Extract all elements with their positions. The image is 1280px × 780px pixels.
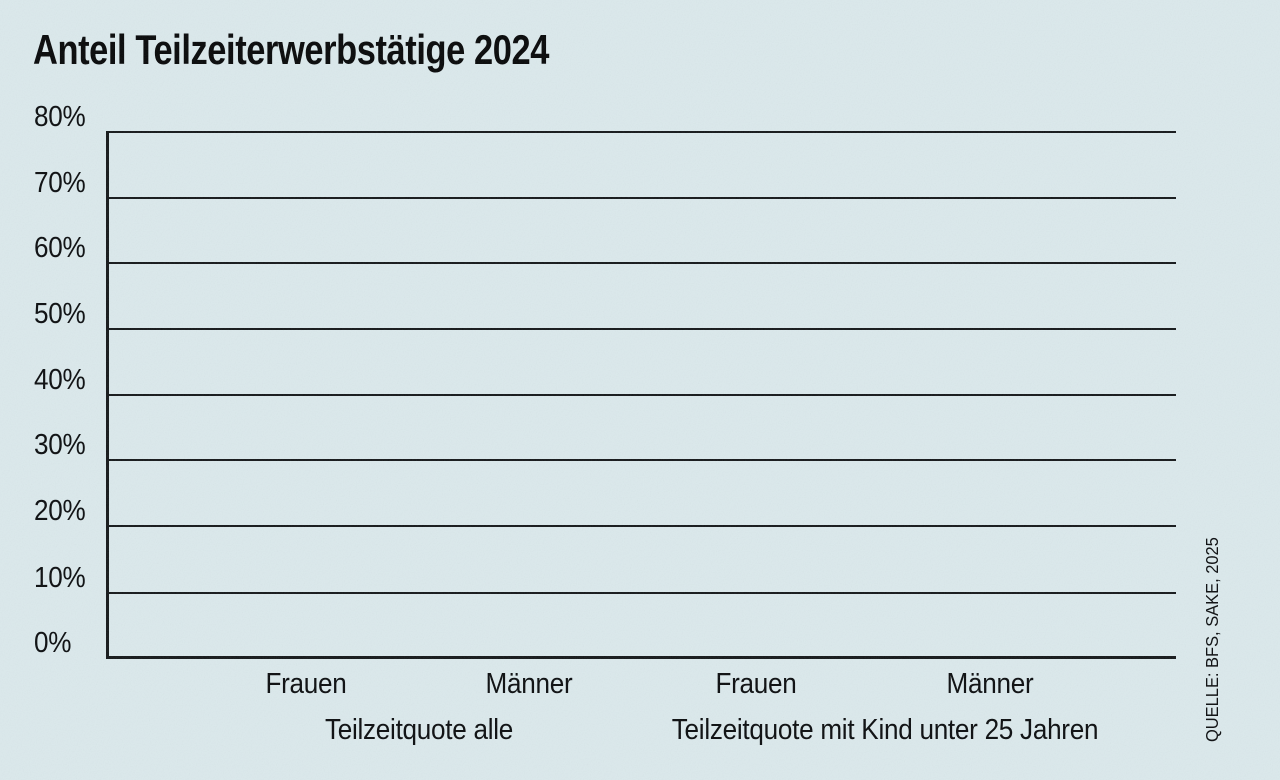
y-tick-label: 20% [34, 495, 86, 527]
x-category-label-maenner-alle: Männer [485, 668, 573, 700]
gridline-40 [106, 394, 1176, 396]
y-tick-label: 80% [34, 101, 86, 133]
gridline-50 [106, 328, 1176, 330]
y-tick-label: 40% [34, 364, 86, 396]
y-tick-label: 60% [34, 232, 86, 264]
x-axis-baseline [106, 656, 1176, 659]
x-category-label-frauen-kind: Frauen [715, 668, 797, 700]
gridline-30 [106, 459, 1176, 461]
y-tick-label: 70% [34, 167, 86, 199]
gridline-20 [106, 525, 1176, 527]
gridline-60 [106, 262, 1176, 264]
group-label-teilzeitquote-kind: Teilzeitquote mit Kind unter 25 Jahren [671, 714, 1099, 746]
x-category-label-maenner-kind: Männer [946, 668, 1034, 700]
group-label-teilzeitquote-alle: Teilzeitquote alle [324, 714, 514, 746]
y-tick-label: 30% [34, 429, 86, 461]
x-category-label-frauen-alle: Frauen [265, 668, 347, 700]
source-credit: QUELLE: BFS, SAKE, 2025 [1202, 537, 1222, 742]
y-tick-label: 50% [34, 298, 86, 330]
gridline-70 [106, 197, 1176, 199]
gridline-80 [106, 131, 1176, 133]
y-tick-label: 10% [34, 562, 86, 594]
y-axis-line [106, 131, 109, 659]
gridline-10 [106, 592, 1176, 594]
y-tick-label: 0% [34, 627, 72, 659]
